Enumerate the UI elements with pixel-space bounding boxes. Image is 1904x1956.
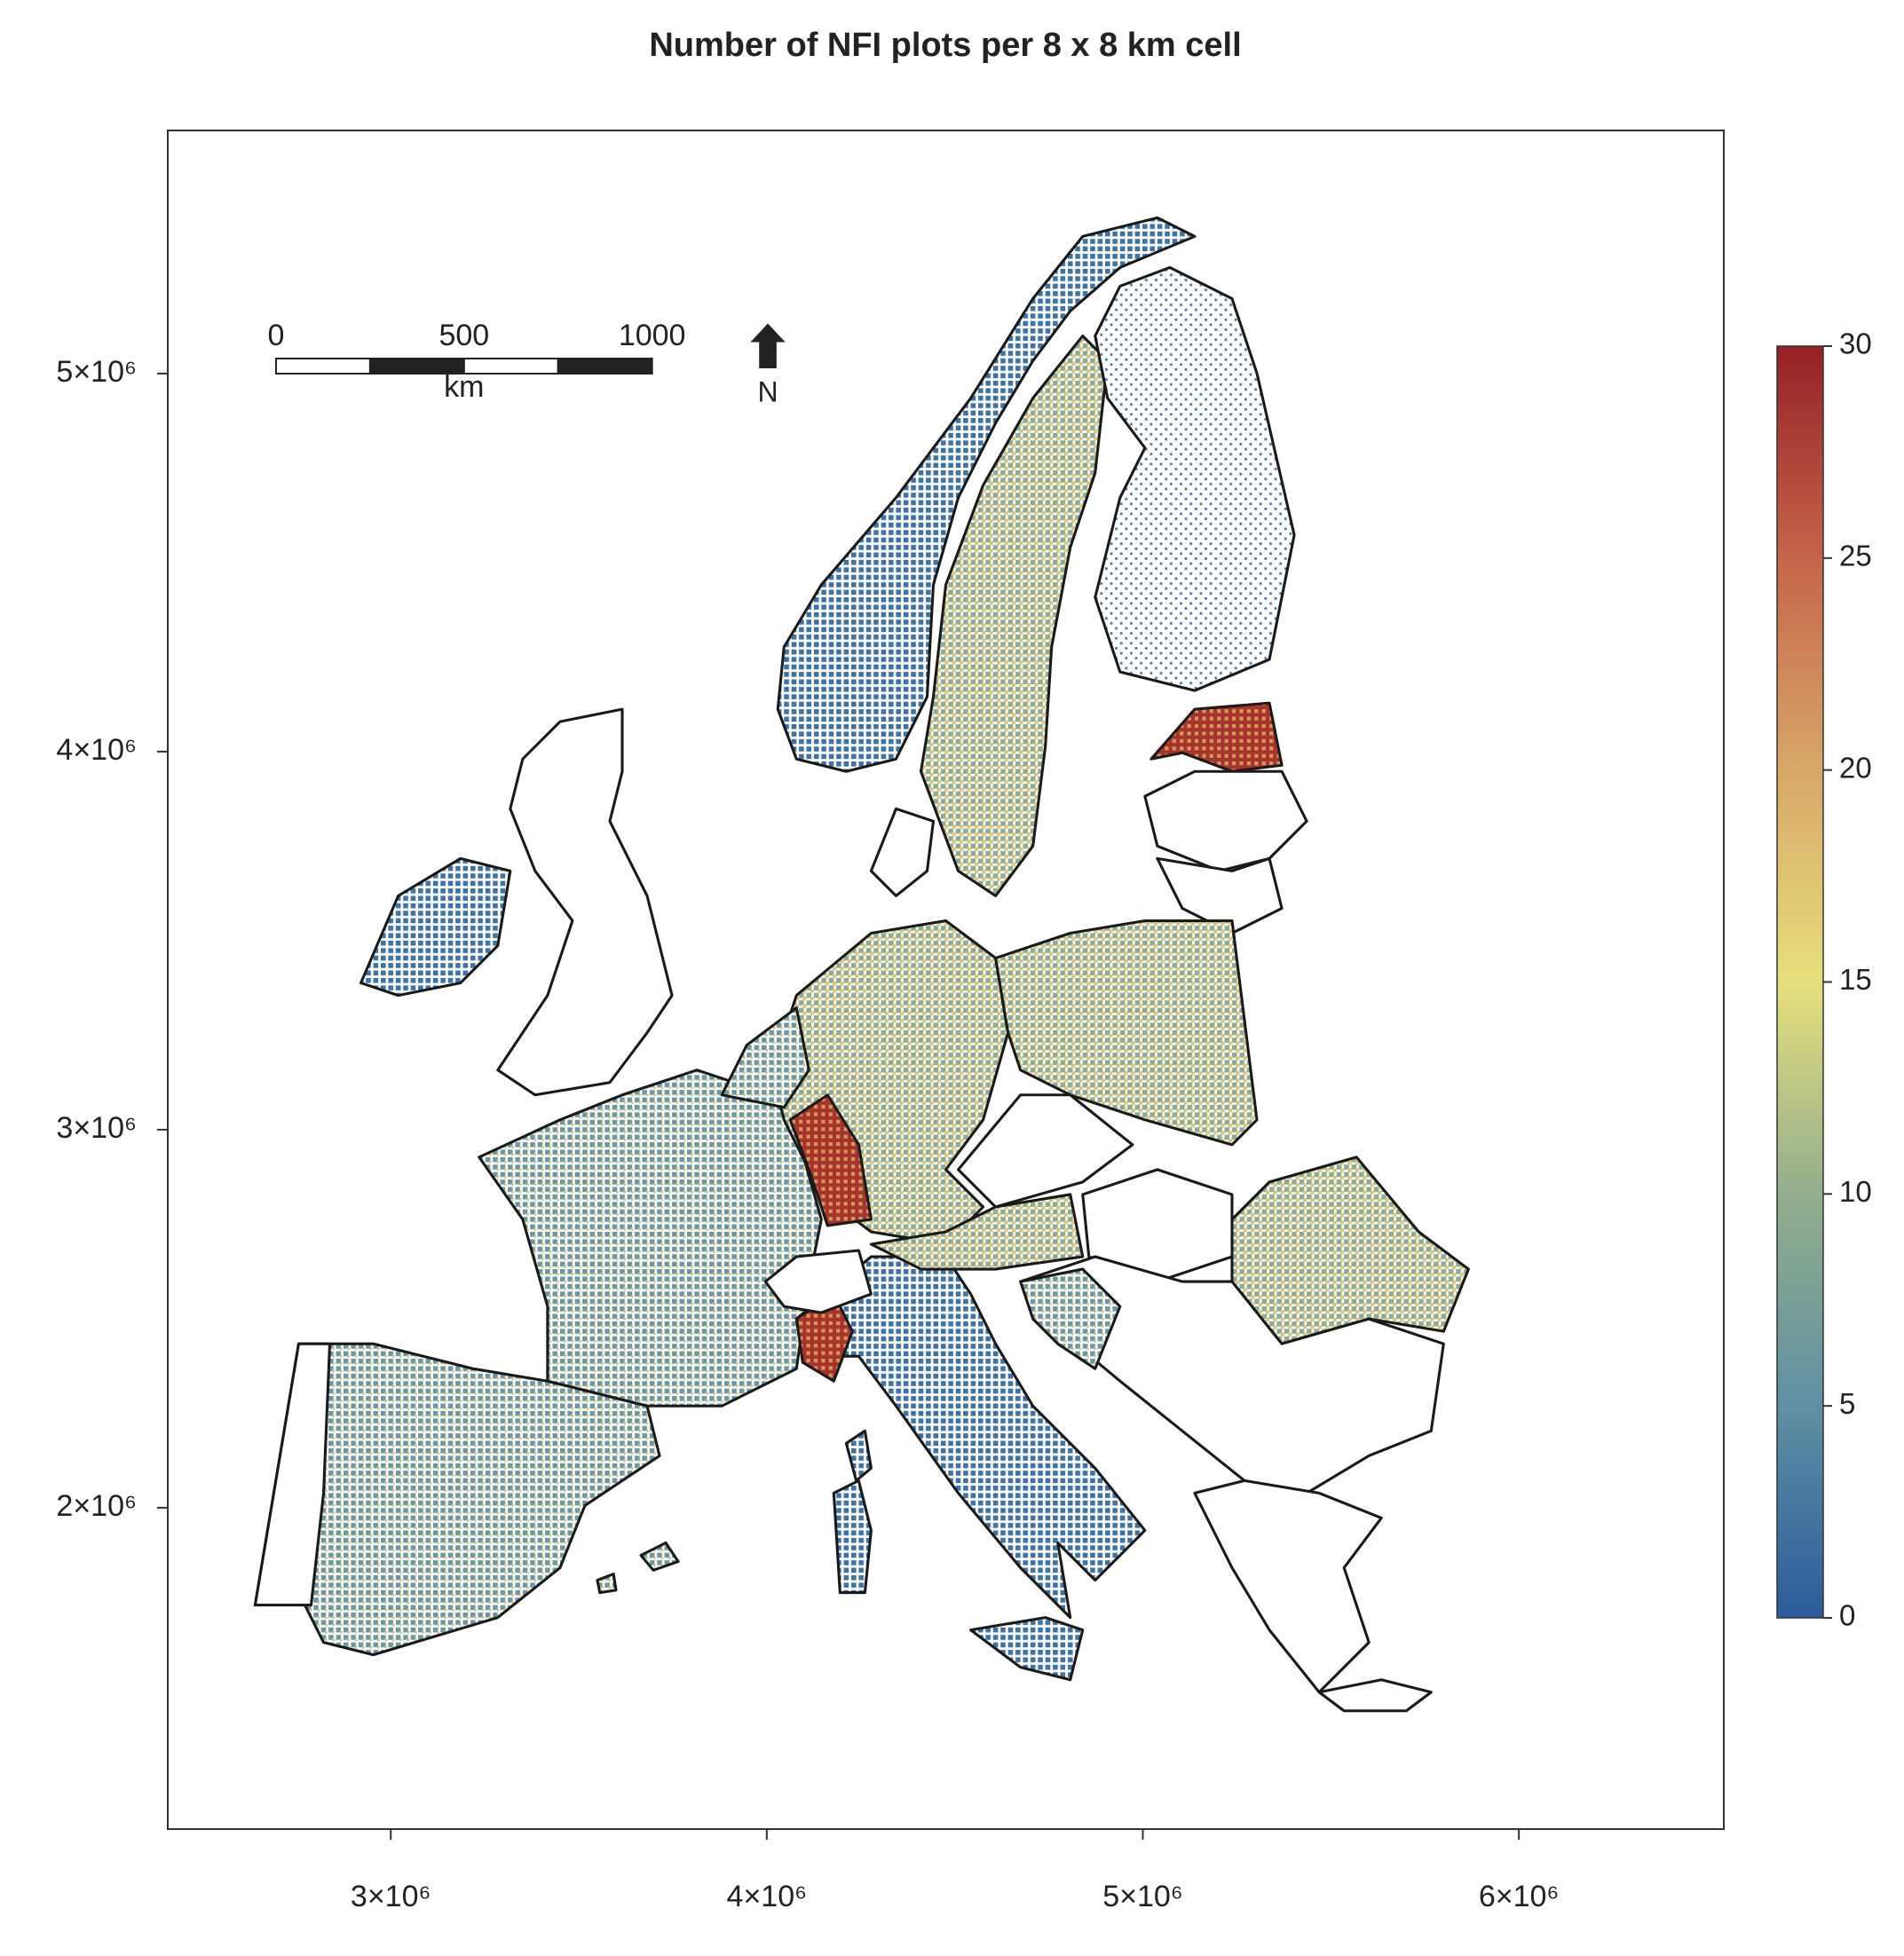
colorbar-tick-label: 30	[1839, 327, 1872, 360]
colorbar	[1776, 345, 1824, 1619]
region-ireland	[359, 856, 512, 998]
region-norway	[776, 216, 1197, 773]
y-tick-label: 2×10⁶	[56, 1489, 137, 1523]
map	[253, 216, 1470, 1713]
north-label: N	[757, 375, 778, 407]
y-tick-label: 4×10⁶	[56, 733, 137, 767]
x-tick-label: 3×10⁶	[351, 1880, 431, 1913]
colorbar-tick-label: 0	[1839, 1599, 1855, 1632]
region-poland	[994, 919, 1259, 1147]
region-austria	[869, 1193, 1085, 1271]
region-switzerland	[763, 1249, 873, 1314]
region-germany-southwest	[788, 1093, 873, 1227]
region-benelux	[720, 1006, 810, 1109]
region-lithuania	[1156, 856, 1284, 935]
region-italy	[794, 1255, 1147, 1620]
y-tick-label: 3×10⁶	[56, 1111, 137, 1145]
scale-bar-label: 500	[438, 319, 489, 352]
region-latvia	[1143, 769, 1308, 872]
region-sardinia	[832, 1479, 873, 1595]
region-france	[478, 1069, 823, 1408]
colorbar-tick-label: 5	[1839, 1387, 1855, 1420]
scale-bar-segment	[275, 358, 371, 375]
region-sicily	[969, 1616, 1085, 1682]
region-romania	[1230, 1155, 1470, 1345]
region-crete	[1317, 1678, 1433, 1713]
region-greece	[1193, 1479, 1383, 1694]
region-finland	[1094, 265, 1296, 692]
region-ibiza	[596, 1572, 618, 1595]
colorbar-tick-label: 20	[1839, 751, 1872, 784]
region-balearics	[639, 1541, 680, 1572]
x-tick-label: 5×10⁶	[1102, 1880, 1183, 1913]
y-tick-label: 5×10⁶	[56, 355, 137, 389]
region-denmark	[869, 807, 936, 897]
colorbar-tick-label: 10	[1839, 1175, 1872, 1208]
scale-bar-unit: km	[444, 370, 484, 404]
region-portugal	[253, 1342, 332, 1607]
x-tick-label: 6×10⁶	[1479, 1880, 1560, 1913]
plot-frame	[167, 130, 1725, 1830]
region-hungary	[1081, 1168, 1234, 1283]
scale-bar-segment	[557, 358, 653, 375]
region-sweden	[919, 334, 1110, 897]
region-balkans	[1019, 1255, 1445, 1495]
north-arrow	[750, 323, 786, 368]
region-corsica	[844, 1429, 873, 1482]
x-tick-label: 4×10⁶	[727, 1880, 808, 1913]
colorbar-tick-label: 25	[1839, 540, 1872, 572]
colorbar-tick-label: 15	[1839, 963, 1872, 996]
region-croatia	[1019, 1267, 1122, 1370]
chart-title: Number of NFI plots per 8 x 8 km cell	[649, 27, 1241, 64]
region-estonia	[1150, 701, 1284, 773]
scale-bar-label: 1000	[619, 319, 686, 352]
region-uk	[496, 707, 674, 1097]
scale-bar-label: 0	[268, 319, 285, 352]
